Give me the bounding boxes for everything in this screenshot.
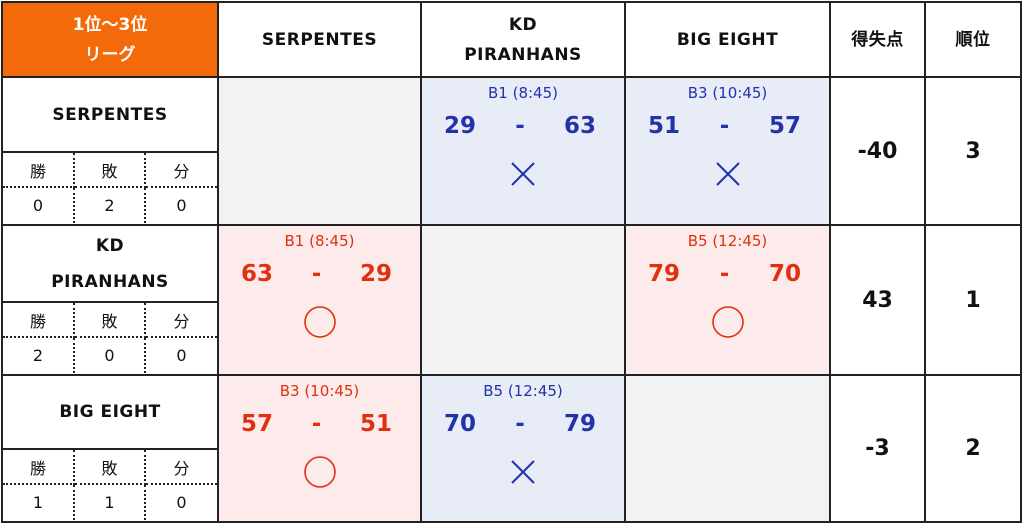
col-header-label: 得失点 <box>851 29 904 50</box>
game-cell: B5 (12:45) 70 - 79 <box>422 376 626 523</box>
wins-value: 0 <box>3 188 75 223</box>
loss-label: 敗 <box>75 303 146 338</box>
game-cell: B3 (10:45) 57 - 51 <box>219 376 422 523</box>
score-dash: - <box>719 113 730 139</box>
score-dash: - <box>719 261 730 287</box>
col-header-label: BIG EIGHT <box>676 29 779 50</box>
league-title-line1: 1位～3位 <box>72 14 148 35</box>
draws-value: 0 <box>176 346 187 365</box>
game-slot: B3 (10:45) <box>279 382 360 400</box>
team-name-line1: BIG EIGHT <box>59 402 161 422</box>
row-header-kd-piranhans: KD PIRANHANS 勝 敗 分 2 0 0 <box>3 226 219 376</box>
losses-value: 2 <box>75 188 146 223</box>
circle-icon <box>711 304 745 340</box>
loss-label: 敗 <box>75 153 146 188</box>
row-header-big-eight: BIG EIGHT 勝 敗 分 1 1 0 <box>3 376 219 523</box>
col-header-serpentes: SERPENTES <box>219 3 422 78</box>
record-table: 勝 敗 分 2 0 0 <box>3 301 217 374</box>
game-cell: B1 (8:45) 29 - 63 <box>422 78 626 226</box>
game-slot: B3 (10:45) <box>687 84 768 102</box>
game-cell: B1 (8:45) 63 - 29 <box>219 226 422 376</box>
point-diff: -40 <box>831 78 926 226</box>
rank: 2 <box>926 376 1022 523</box>
losses-value: 0 <box>75 338 146 373</box>
score-against: 51 <box>359 411 392 437</box>
cross-icon <box>509 454 537 490</box>
score-for: 79 <box>648 261 681 287</box>
cross-icon <box>714 156 742 192</box>
league-title-line2: リーグ <box>84 44 136 65</box>
record-table: 勝 敗 分 0 2 0 <box>3 151 217 224</box>
score-dash: - <box>311 261 322 287</box>
rank: 1 <box>926 226 1022 376</box>
score-against: 63 <box>563 113 596 139</box>
score-against: 70 <box>768 261 801 287</box>
draw-label: 分 <box>146 303 217 338</box>
score-for: 51 <box>648 113 681 139</box>
self-match-cell <box>219 78 422 226</box>
team-name: KD PIRANHANS <box>3 226 217 301</box>
record-table: 勝 敗 分 1 1 0 <box>3 448 217 521</box>
point-diff: -3 <box>831 376 926 523</box>
team-name-line2: PIRANHANS <box>51 271 169 292</box>
col-header-kd-piranhans: KD PIRANHANS <box>422 3 626 78</box>
draws-value: 0 <box>176 196 187 215</box>
score-for: 29 <box>444 113 477 139</box>
row-header-serpentes: SERPENTES 勝 敗 分 0 2 0 <box>3 78 219 226</box>
col-header-label: SERPENTES <box>261 29 378 50</box>
score-dash: - <box>311 411 322 437</box>
col-header-big-eight: BIG EIGHT <box>626 3 831 78</box>
game-cell: B5 (12:45) 79 - 70 <box>626 226 831 376</box>
win-label: 勝 <box>3 303 75 338</box>
circle-icon <box>303 304 337 340</box>
game-slot: B5 (12:45) <box>687 232 768 250</box>
game-score: 70 - 79 <box>422 408 624 440</box>
game-slot: B5 (12:45) <box>483 382 563 400</box>
col-header-label: 順位 <box>955 29 991 50</box>
score-against: 79 <box>563 411 596 437</box>
self-match-cell <box>626 376 831 523</box>
col-header-label: PIRANHANS <box>464 44 582 65</box>
team-name: SERPENTES <box>3 78 217 151</box>
col-header-point-diff: 得失点 <box>831 3 926 78</box>
team-name: BIG EIGHT <box>3 376 217 448</box>
game-score: 51 - 57 <box>626 110 829 142</box>
score-against: 29 <box>359 261 392 287</box>
rank: 3 <box>926 78 1022 226</box>
game-slot: B1 (8:45) <box>488 84 558 102</box>
losses-value: 1 <box>75 485 146 520</box>
game-score: 57 - 51 <box>219 408 420 440</box>
score-for: 63 <box>241 261 274 287</box>
wins-value: 1 <box>3 485 75 520</box>
score-for: 57 <box>241 411 274 437</box>
score-dash: - <box>515 411 525 437</box>
col-header-rank: 順位 <box>926 3 1022 78</box>
draw-label: 分 <box>146 153 217 188</box>
team-name-line1: KD <box>95 235 125 256</box>
point-diff: 43 <box>831 226 926 376</box>
score-for: 70 <box>444 411 477 437</box>
wins-value: 2 <box>3 338 75 373</box>
game-cell: B3 (10:45) 51 - 57 <box>626 78 831 226</box>
win-label: 勝 <box>3 450 75 485</box>
win-label: 勝 <box>3 153 75 188</box>
circle-icon <box>303 454 337 490</box>
team-name-line1: SERPENTES <box>52 104 168 125</box>
game-score: 63 - 29 <box>219 258 420 290</box>
game-slot: B1 (8:45) <box>284 232 355 250</box>
loss-label: 敗 <box>75 450 146 485</box>
draw-label: 分 <box>146 450 217 485</box>
draws-value: 0 <box>176 493 187 512</box>
self-match-cell <box>422 226 626 376</box>
col-header-label: KD <box>508 14 538 35</box>
game-score: 29 - 63 <box>422 110 624 142</box>
score-dash: - <box>515 113 525 139</box>
score-against: 57 <box>768 113 801 139</box>
game-score: 79 - 70 <box>626 258 829 290</box>
league-title: 1位～3位 リーグ <box>3 3 219 78</box>
cross-icon <box>509 156 537 192</box>
